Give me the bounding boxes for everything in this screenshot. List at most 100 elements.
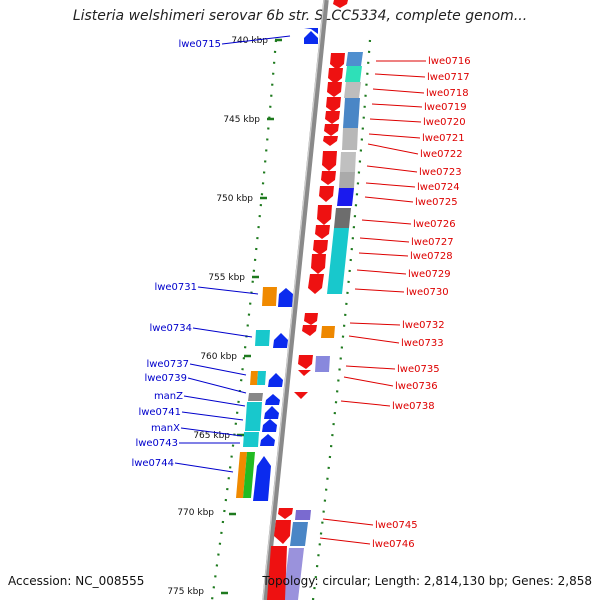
red-gene-arrow [274,520,291,544]
gene-label-reverse[interactable]: lwe0719 [424,102,467,113]
leader-line [322,518,374,526]
leader-line [340,400,391,407]
tick-label: 765 kbp [193,431,230,441]
gene-label-reverse[interactable]: lwe0718 [426,88,469,99]
gene-label-reverse[interactable]: lwe0720 [423,117,466,128]
cog-bar-grey [340,152,356,172]
gene-label-forward[interactable]: manX [151,423,180,434]
leader-line [348,335,400,344]
red-gene-arrow [298,355,313,369]
cog-bar-dark-grey [334,208,351,228]
leader-line [319,537,371,545]
red-gene-arrow [308,274,324,294]
red-gene-arrow [315,225,330,239]
red-gene-arrow [313,240,328,255]
cog-bar-cyan [327,228,349,294]
red-gene-arrow [298,370,311,376]
blue-gene-arrow [273,333,288,348]
cog-bar-purple [295,510,311,520]
gene-label-reverse[interactable]: lwe0745 [375,520,418,531]
leader-line [372,88,425,94]
gene-label-forward[interactable]: lwe0715 [178,39,221,50]
gene-label-reverse[interactable]: lwe0726 [413,219,456,230]
gene-label-forward[interactable]: lwe0731 [154,282,197,293]
gene-label-reverse[interactable]: lwe0738 [392,401,435,412]
cog-bar-blue [343,98,360,128]
cog-bar-cyan [345,66,362,82]
gene-label-reverse[interactable]: lwe0716 [428,56,471,67]
map-title: Listeria welshimeri serovar 6b str. SLCC… [72,8,528,24]
leader-line [174,462,234,473]
gene-label-reverse[interactable]: lwe0721 [422,133,465,144]
leader-line [192,327,253,338]
red-gene-arrow [319,186,334,202]
red-gene-arrow [325,111,340,124]
cog-bar-lavender [283,548,304,600]
reverse-gene-labels [319,60,426,545]
red-gene-arrow [267,546,287,600]
leader-line [354,288,405,293]
cog-bar-green [243,452,255,498]
reverse-strand-features [267,0,363,600]
gene-label-reverse[interactable]: lwe0722 [420,149,463,160]
accession-text: Accession: NC_008555 [8,574,145,588]
cog-bar-grey [339,172,355,188]
blue-gene-arrow [253,456,271,501]
blue-gene-arrow [262,419,277,432]
red-gene-arrow [330,53,345,70]
gene-label-reverse[interactable]: lwe0746 [372,539,415,550]
leader-line [368,133,421,139]
gene-label-forward[interactable]: lwe0739 [144,373,187,384]
blue-gene-arrow [264,406,279,419]
gene-label-reverse[interactable]: lwe0728 [410,251,453,262]
cog-bar-blue [290,522,308,546]
blue-gene-arrow [260,434,275,446]
cog-bar-lavender [315,356,330,372]
leader-line [356,269,407,275]
cog-bar-grey [342,128,358,150]
cog-bar-blue [346,52,363,66]
red-gene-arrow [322,151,337,171]
leader-line [366,165,418,173]
red-gene-arrow [321,171,336,185]
leader-line [364,196,414,203]
blue-gene-arrow [304,28,318,34]
red-gene-arrow [326,97,341,112]
chromosome-backbone-highlight [262,0,325,600]
gene-label-forward[interactable]: lwe0743 [135,438,178,449]
gene-label-forward[interactable]: manZ [154,391,183,402]
gene-label-reverse[interactable]: lwe0732 [402,320,445,331]
cog-bar-dark-blue [337,188,354,206]
leader-line [189,363,247,376]
gene-label-reverse[interactable]: lwe0724 [417,182,460,193]
gene-label-reverse[interactable]: lwe0733 [401,338,444,349]
blue-gene-arrow [268,373,283,387]
leader-line [367,143,419,155]
gene-label-reverse[interactable]: lwe0717 [427,72,470,83]
red-gene-arrow [328,68,343,84]
gene-label-reverse[interactable]: lwe0727 [411,237,454,248]
gene-label-reverse[interactable]: lwe0730 [406,287,449,298]
scale-ticks [221,38,282,595]
gene-label-reverse[interactable]: lwe0736 [395,381,438,392]
gene-label-reverse[interactable]: lwe0735 [397,364,440,375]
gene-label-reverse[interactable]: lwe0729 [408,269,451,280]
gene-label-forward[interactable]: lwe0744 [131,458,174,469]
red-gene-arrow [278,508,293,519]
gene-label-forward[interactable]: lwe0734 [149,323,192,334]
leader-line [374,73,426,78]
leader-line [197,286,259,295]
red-gene-arrow [327,82,342,97]
gene-label-reverse[interactable]: lwe0725 [415,197,458,208]
tick-label: 760 kbp [200,352,237,362]
cog-bar-cyan [243,432,259,447]
tick-label: 775 kbp [167,587,204,597]
leader-line [180,427,243,437]
gene-label-forward[interactable]: lwe0741 [138,407,181,418]
red-gene-arrow [311,254,326,274]
leader-line [187,377,247,394]
gene-label-reverse[interactable]: lwe0723 [419,167,462,178]
cog-bar-cyan [257,371,266,385]
gene-label-forward[interactable]: lwe0737 [146,359,189,370]
